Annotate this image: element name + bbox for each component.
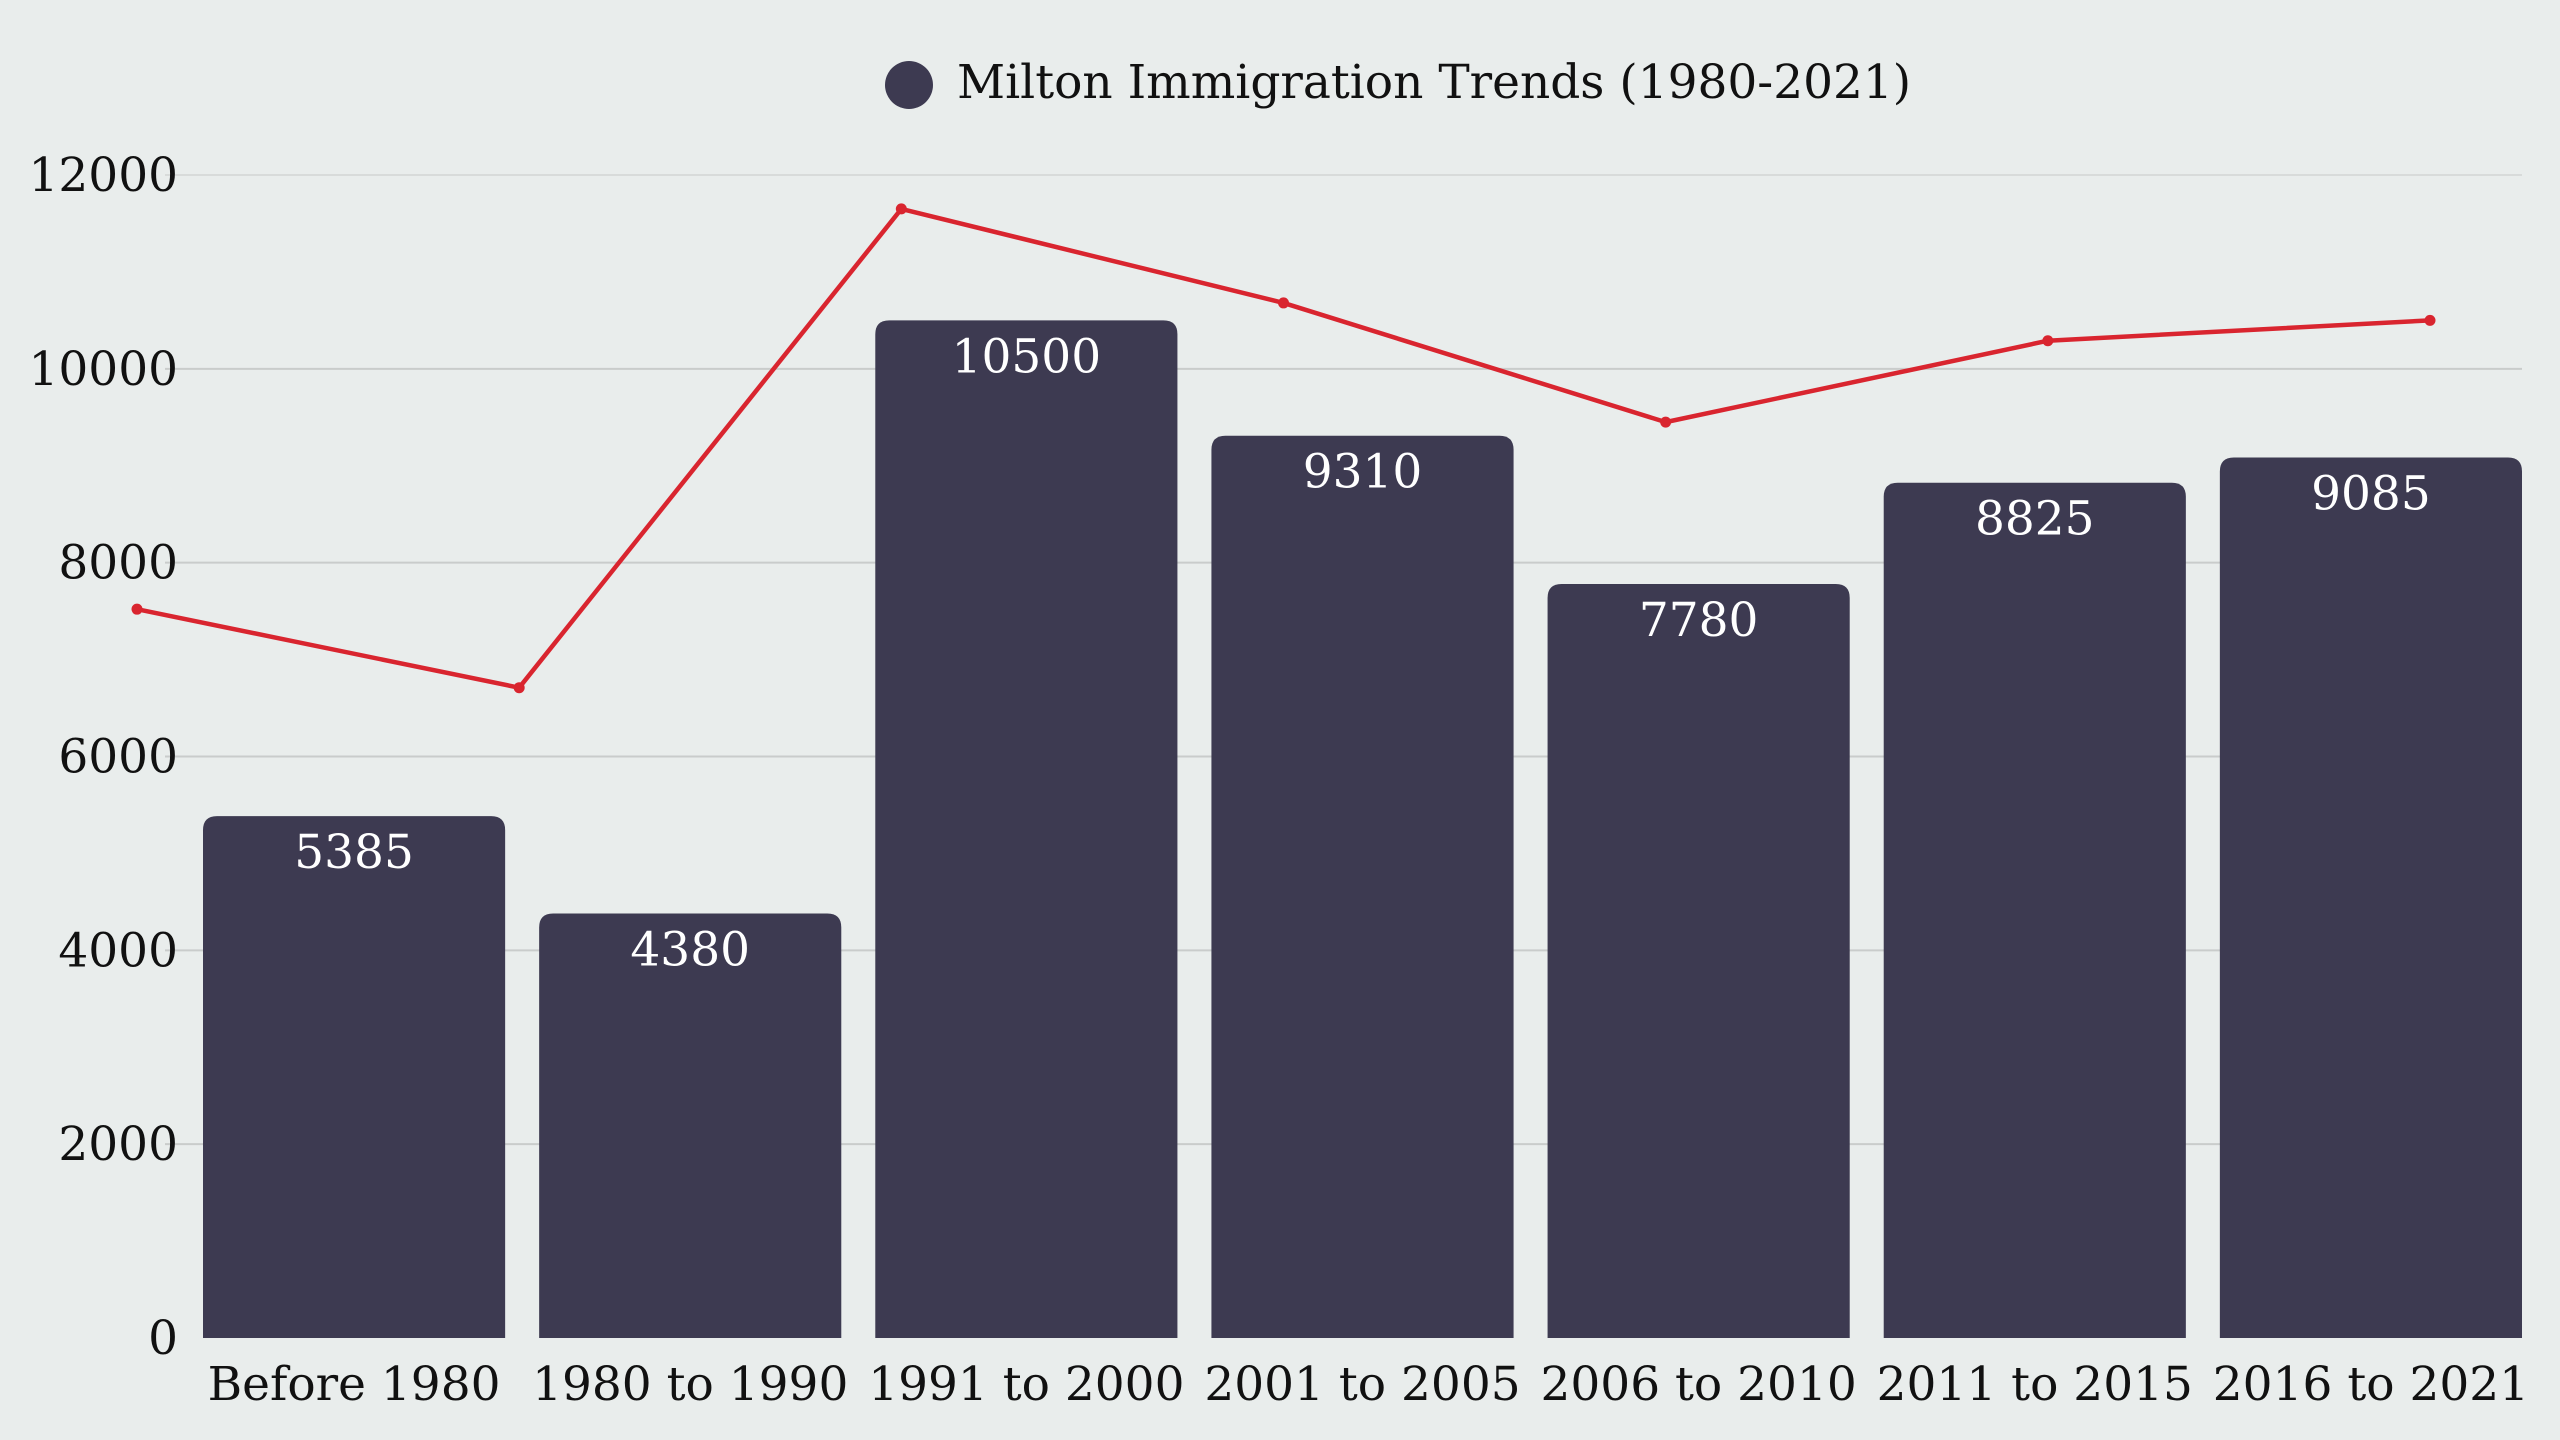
- legend: Milton Immigration Trends (1980-2021): [885, 55, 1911, 110]
- x-tick-label: 2001 to 2005: [1204, 1357, 1520, 1412]
- x-tick-label: 2016 to 2021: [2213, 1357, 2529, 1412]
- y-tick-label: 12000: [28, 148, 178, 203]
- bar-data-label: 8825: [1975, 492, 2095, 547]
- bar-data-label: 7780: [1639, 593, 1759, 648]
- bar-line-chart: 5385 4380 10500 9310 7780 8825 9085 0 2000 4000 6…: [0, 0, 2560, 1440]
- bar-1991-to-2000: [875, 320, 1177, 1338]
- trend-line-point: [132, 604, 143, 615]
- y-tick-label: 2000: [58, 1117, 178, 1172]
- y-tick-label: 6000: [58, 730, 178, 785]
- x-tick-label: 1980 to 1990: [532, 1357, 848, 1412]
- trend-line-point: [1278, 297, 1289, 308]
- y-tick-label: 10000: [28, 342, 178, 397]
- bar-2016-to-2021: [2220, 458, 2522, 1338]
- bar-2011-to-2015: [1884, 483, 2186, 1338]
- x-tick-label: Before 1980: [208, 1357, 501, 1412]
- chart-container: 5385 4380 10500 9310 7780 8825 9085 0 2000 4000 6…: [0, 0, 2560, 1440]
- x-axis-ticks: Before 1980 1980 to 1990 1991 to 2000 2001 …: [208, 1357, 2529, 1412]
- bar-2006-to-2010: [1548, 584, 1850, 1338]
- legend-marker-icon: [885, 61, 933, 109]
- bar-data-label: 9310: [1303, 445, 1423, 500]
- y-axis-ticks: 0 2000 4000 6000 8000 10000 12000: [28, 148, 178, 1366]
- bar-data-label: 9085: [2311, 467, 2431, 522]
- y-tick-label: 4000: [58, 923, 178, 978]
- trend-line-point: [896, 203, 907, 214]
- bar-2001-to-2005: [1211, 436, 1513, 1338]
- y-tick-label: 8000: [58, 536, 178, 591]
- legend-label: Milton Immigration Trends (1980-2021): [957, 55, 1911, 110]
- x-tick-label: 2011 to 2015: [1877, 1357, 2193, 1412]
- y-tick-label: 0: [148, 1311, 178, 1366]
- bar-data-label: 4380: [630, 923, 750, 978]
- x-tick-label: 2006 to 2010: [1540, 1357, 1856, 1412]
- bar-data-label: 5385: [294, 825, 414, 880]
- bars: 5385 4380 10500 9310 7780 8825 9085: [203, 320, 2522, 1338]
- bar-data-label: 10500: [952, 329, 1102, 384]
- trend-line-point: [2042, 335, 2053, 346]
- x-tick-label: 1991 to 2000: [868, 1357, 1184, 1412]
- bar-before-1980: [203, 816, 505, 1338]
- trend-line-point: [514, 682, 525, 693]
- trend-line-point: [2425, 315, 2436, 326]
- trend-line-point: [1660, 417, 1671, 428]
